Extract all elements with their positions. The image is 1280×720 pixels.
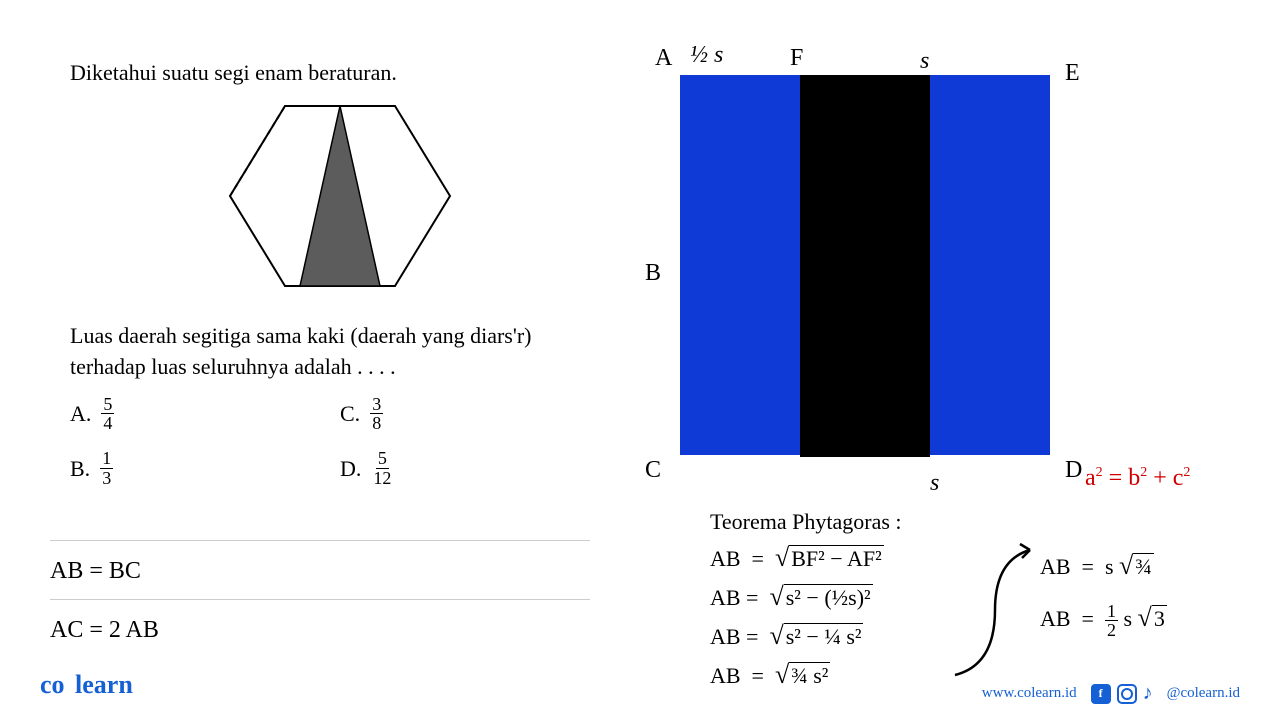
option-label: D. — [340, 456, 361, 482]
label-e: E — [1065, 60, 1080, 87]
handwritten-left-work: AB = BC AC = 2 AB — [50, 540, 590, 657]
hw-line-1: AB = BC — [50, 540, 590, 595]
pythagoras-result: AB = s √¾ AB = 12 s √3 — [1040, 540, 1167, 644]
hw-line-2: AC = 2 AB — [50, 599, 590, 654]
hexagon-figure — [70, 96, 610, 301]
instagram-icon — [1117, 684, 1137, 704]
label-a: A — [655, 45, 672, 72]
option-label: B. — [70, 456, 90, 482]
options-grid: A. 5 4 C. 3 8 B. 1 3 — [70, 395, 610, 489]
option-a: A. 5 4 — [70, 395, 340, 434]
option-label: C. — [340, 401, 360, 427]
problem-title: Diketahui suatu segi enam beraturan. — [70, 60, 610, 86]
label-f: F — [790, 45, 803, 72]
option-b: B. 1 3 — [70, 449, 340, 488]
fraction-num: 5 — [101, 395, 114, 415]
label-d: D — [1065, 457, 1082, 484]
work-heading: Teorema Phytagoras : — [710, 505, 1280, 538]
option-d: D. 5 12 — [340, 449, 610, 488]
result-line-2: AB = 12 s √3 — [1040, 592, 1167, 644]
label-half-s: ½ s — [690, 42, 723, 69]
fraction-den: 4 — [101, 414, 114, 433]
label-s-bottom: s — [930, 470, 939, 497]
logo: co learn — [40, 670, 133, 700]
option-c: C. 3 8 — [340, 395, 610, 434]
question-text: Luas daerah segitiga sama kaki (daerah y… — [70, 321, 610, 383]
right-diagram: A ½ s F s E B C s D — [640, 30, 1100, 480]
footer-url: www.colearn.id — [982, 685, 1077, 702]
label-s-top: s — [920, 48, 929, 75]
fraction-den: 12 — [371, 469, 393, 488]
fraction-den: 3 — [100, 469, 113, 488]
facebook-icon: f — [1091, 684, 1111, 704]
footer-handle: @colearn.id — [1167, 685, 1240, 702]
footer-right: www.colearn.id f ♪ @colearn.id — [982, 682, 1240, 705]
fraction-num: 3 — [370, 395, 383, 415]
tiktok-icon: ♪ — [1143, 682, 1153, 705]
fraction-num: 1 — [100, 449, 113, 469]
pythagoras-formula: a2 = b2 + c2 — [1085, 465, 1190, 492]
label-b: B — [645, 260, 661, 287]
label-c: C — [645, 457, 661, 484]
social-icons: f ♪ — [1091, 682, 1153, 705]
option-label: A. — [70, 401, 91, 427]
black-stripe — [800, 75, 930, 457]
hexagon-svg — [225, 96, 455, 296]
fraction-num: 5 — [376, 449, 389, 469]
fraction-den: 8 — [370, 414, 383, 433]
result-line-1: AB = s √¾ — [1040, 540, 1167, 592]
